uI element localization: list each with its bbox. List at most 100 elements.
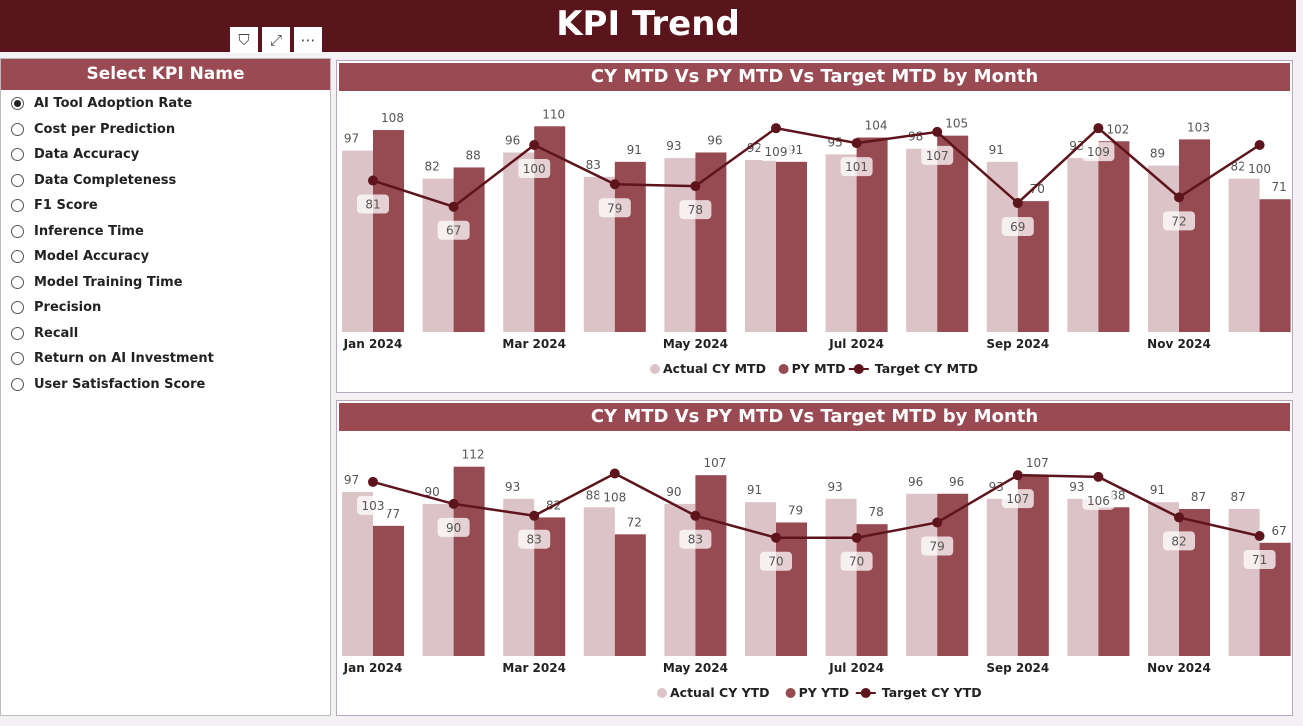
data-label-py: 70	[1030, 182, 1045, 196]
bar-py	[856, 524, 888, 656]
radio-icon[interactable]	[11, 352, 24, 366]
legend-label: Target CY YTD	[882, 685, 982, 700]
slicer-item[interactable]: Model Accuracy	[1, 244, 330, 270]
radio-icon[interactable]	[11, 148, 24, 162]
bar-py	[373, 130, 404, 332]
target-label-bg	[1163, 211, 1195, 231]
data-label-target: 69	[1010, 220, 1025, 234]
data-label-target: 107	[926, 149, 949, 163]
x-tick-label: Sep 2024	[986, 337, 1049, 351]
legend-label: PY YTD	[799, 685, 850, 700]
data-label-actual: 93	[505, 480, 520, 494]
bar-actual	[664, 503, 696, 656]
data-label-py: 78	[868, 505, 883, 519]
data-label-target: 78	[688, 203, 703, 217]
bar-py	[1098, 141, 1130, 332]
target-label-bg	[760, 551, 792, 571]
data-label-actual: 97	[344, 473, 359, 487]
bar-py	[614, 161, 646, 332]
target-point	[851, 532, 862, 543]
slicer-item[interactable]: AI Tool Adoption Rate	[1, 91, 330, 117]
slicer-item[interactable]: Return on AI Investment	[1, 346, 330, 372]
slicer-item[interactable]: Inference Time	[1, 219, 330, 245]
slicer-item-label: Inference Time	[34, 223, 144, 239]
target-point	[1093, 471, 1104, 482]
bar-actual	[745, 159, 776, 332]
focus-mode-icon[interactable]: ⤢	[262, 27, 290, 53]
data-label-actual: 90	[666, 485, 681, 499]
legend-label: Target CY MTD	[875, 361, 978, 376]
data-label-actual: 93	[1069, 139, 1084, 153]
chart-title: CY MTD Vs PY MTD Vs Target MTD by Month	[339, 403, 1290, 431]
legend-marker	[778, 364, 789, 374]
data-label-py: 112	[462, 448, 485, 462]
radio-icon[interactable]	[11, 122, 24, 136]
data-label-py: 104	[865, 119, 888, 133]
bar-py	[373, 525, 404, 656]
data-label-actual: 97	[344, 132, 359, 146]
data-label-actual: 89	[1150, 147, 1165, 161]
bar-actual	[1228, 178, 1260, 332]
bar-py	[776, 522, 807, 656]
data-label-target: 70	[768, 555, 783, 569]
data-label-py: 108	[381, 111, 404, 125]
bar-py	[1179, 139, 1210, 332]
target-point	[448, 498, 459, 509]
bar-actual	[583, 507, 615, 656]
slicer-item[interactable]: Cost per Prediction	[1, 117, 330, 143]
slicer-item[interactable]: Recall	[1, 321, 330, 347]
target-point	[1012, 470, 1023, 481]
radio-icon[interactable]	[11, 377, 24, 391]
data-label-actual: 83	[586, 158, 601, 172]
slicer-item[interactable]: Data Completeness	[1, 168, 330, 194]
radio-icon[interactable]	[11, 301, 24, 315]
slicer-item[interactable]: Data Accuracy	[1, 142, 330, 168]
chart-panel-mtd: CY MTD Vs PY MTD Vs Target MTD by Month …	[336, 60, 1293, 393]
radio-icon[interactable]	[11, 326, 24, 340]
data-label-target: 109	[1087, 145, 1110, 159]
x-tick-label: Sep 2024	[986, 661, 1049, 675]
slicer-item[interactable]: F1 Score	[1, 193, 330, 219]
target-point	[771, 123, 781, 134]
chart-panel-ytd: CY MTD Vs PY MTD Vs Target MTD by Month …	[336, 400, 1293, 716]
data-label-actual: 87	[1230, 490, 1245, 504]
x-tick-label: May 2024	[663, 337, 728, 351]
target-label-bg	[1001, 489, 1034, 509]
radio-icon[interactable]	[11, 224, 24, 238]
data-label-target: 67	[446, 224, 461, 238]
slicer-item[interactable]: Model Training Time	[1, 270, 330, 296]
bar-py	[937, 135, 969, 332]
bar-actual	[1148, 165, 1179, 332]
slicer-title: Select KPI Name	[1, 59, 330, 90]
data-label-target: 79	[930, 539, 945, 553]
bar-py	[695, 475, 727, 656]
data-label-actual: 82	[1230, 160, 1245, 174]
data-label-py: 102	[1106, 122, 1129, 136]
target-label-bg	[1163, 531, 1195, 551]
slicer-item[interactable]: Precision	[1, 295, 330, 321]
more-options-icon[interactable]: ⋯	[294, 27, 322, 53]
data-label-actual: 91	[989, 143, 1004, 157]
slicer-item[interactable]: User Satisfaction Score	[1, 372, 330, 398]
data-label-py: 79	[788, 503, 803, 517]
bar-actual	[745, 502, 776, 656]
radio-icon[interactable]	[11, 275, 24, 289]
target-label-bg	[518, 159, 551, 178]
radio-icon[interactable]	[11, 173, 24, 187]
target-label-bg	[357, 194, 389, 214]
radio-icon[interactable]	[11, 250, 24, 264]
bar-actual	[503, 152, 535, 332]
target-point	[529, 140, 540, 150]
filter-icon[interactable]: ⛉	[230, 27, 258, 53]
radio-icon[interactable]	[11, 199, 24, 213]
visual-toolbar: ⛉ ⤢ ⋯	[230, 27, 322, 53]
data-label-py: 105	[945, 117, 968, 131]
legend-label: Actual CY MTD	[663, 361, 766, 376]
data-label-target: 103	[362, 499, 385, 513]
target-line	[372, 126, 1261, 209]
chart-title: CY MTD Vs PY MTD Vs Target MTD by Month	[339, 63, 1290, 91]
data-label-actual: 96	[908, 475, 923, 489]
radio-icon[interactable]	[11, 97, 24, 111]
bar-actual	[342, 492, 373, 656]
